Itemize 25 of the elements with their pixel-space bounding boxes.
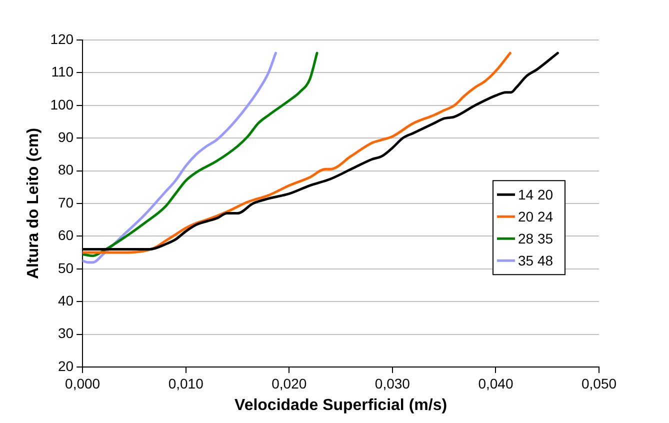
x-tick-label: 0,040 bbox=[478, 375, 514, 392]
y-tick-label: 40 bbox=[58, 292, 74, 308]
y-tick-label: 50 bbox=[58, 260, 74, 276]
y-tick-label: 60 bbox=[58, 227, 74, 244]
x-tick-label: 0,050 bbox=[581, 375, 617, 392]
x-axis-title: Velocidade Superficial (m/s) bbox=[234, 396, 448, 414]
y-tick-label: 100 bbox=[50, 96, 74, 112]
legend-label: 20 24 bbox=[518, 208, 554, 224]
y-axis-title: Altura do Leito (cm) bbox=[25, 128, 42, 280]
y-tick-label: 110 bbox=[51, 64, 74, 80]
y-tick-label: 120 bbox=[50, 30, 74, 47]
y-tick-label: 90 bbox=[58, 128, 74, 145]
y-tick-label: 80 bbox=[58, 162, 74, 178]
line-series bbox=[82, 52, 277, 264]
x-tick-label: 0,030 bbox=[374, 375, 410, 392]
legend-label: 35 48 bbox=[518, 252, 554, 268]
x-tick-label: 0,000 bbox=[65, 375, 100, 392]
line-series bbox=[82, 52, 318, 258]
x-tick-label: 0,010 bbox=[168, 375, 204, 392]
x-tick-label: 0,020 bbox=[272, 375, 307, 392]
y-tick-label: 20 bbox=[58, 358, 74, 374]
legend-label: 14 20 bbox=[518, 186, 554, 202]
y-tick-label: 70 bbox=[58, 194, 74, 210]
legend-label: 28 35 bbox=[518, 230, 554, 246]
y-tick-label: 30 bbox=[58, 325, 74, 342]
